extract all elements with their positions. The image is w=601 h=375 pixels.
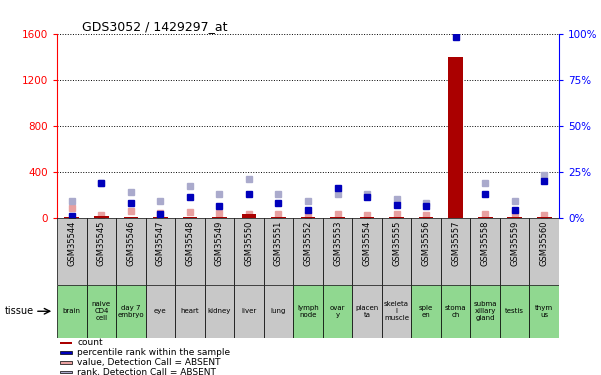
Text: GSM35548: GSM35548	[186, 221, 195, 266]
Text: GSM35544: GSM35544	[67, 221, 76, 266]
Bar	[205, 217, 234, 285]
Text: value, Detection Call = ABSENT: value, Detection Call = ABSENT	[77, 358, 221, 367]
Text: GSM35545: GSM35545	[97, 221, 106, 266]
Bar	[441, 285, 471, 338]
Bar	[323, 285, 352, 338]
Bar	[234, 217, 264, 285]
Bar	[529, 217, 559, 285]
Bar	[175, 217, 205, 285]
Text: eye: eye	[154, 308, 166, 314]
Text: stoma
ch: stoma ch	[445, 305, 466, 318]
Bar	[264, 285, 293, 338]
Bar	[471, 217, 500, 285]
Text: testis: testis	[505, 308, 524, 314]
Bar	[352, 217, 382, 285]
Text: GSM35553: GSM35553	[333, 221, 342, 266]
Bar	[205, 285, 234, 338]
Text: subma
xillary
gland: subma xillary gland	[474, 301, 497, 321]
Text: GSM35554: GSM35554	[362, 221, 371, 266]
Bar	[448, 57, 463, 217]
Bar	[87, 217, 116, 285]
Bar	[94, 216, 109, 217]
Text: naive
CD4
cell: naive CD4 cell	[92, 301, 111, 321]
Text: GSM35555: GSM35555	[392, 221, 401, 266]
Bar	[411, 217, 441, 285]
Bar	[411, 285, 441, 338]
Bar	[116, 285, 145, 338]
Text: heart: heart	[181, 308, 200, 314]
Text: ovar
y: ovar y	[330, 305, 346, 318]
Bar	[293, 217, 323, 285]
Text: GSM35557: GSM35557	[451, 221, 460, 266]
Bar	[234, 285, 264, 338]
Bar	[264, 217, 293, 285]
Text: GSM35549: GSM35549	[215, 221, 224, 266]
Text: tissue: tissue	[4, 306, 34, 316]
Text: placen
ta: placen ta	[355, 305, 379, 318]
Text: skeleta
l
muscle: skeleta l muscle	[384, 301, 409, 321]
Bar	[145, 217, 175, 285]
Bar	[59, 361, 72, 364]
Text: percentile rank within the sample: percentile rank within the sample	[77, 348, 230, 357]
Text: GSM35547: GSM35547	[156, 221, 165, 266]
Text: brain: brain	[63, 308, 81, 314]
Text: GSM35552: GSM35552	[304, 221, 313, 266]
Bar	[500, 285, 529, 338]
Text: liver: liver	[242, 308, 257, 314]
Text: GSM35559: GSM35559	[510, 221, 519, 266]
Text: GSM35558: GSM35558	[481, 221, 490, 266]
Text: rank, Detection Call = ABSENT: rank, Detection Call = ABSENT	[77, 368, 216, 375]
Text: GDS3052 / 1429297_at: GDS3052 / 1429297_at	[82, 20, 228, 33]
Bar	[293, 285, 323, 338]
Bar	[500, 217, 529, 285]
Bar	[59, 342, 72, 344]
Text: GSM35550: GSM35550	[245, 221, 254, 266]
Bar	[382, 285, 411, 338]
Bar	[59, 371, 72, 374]
Text: GSM35551: GSM35551	[274, 221, 283, 266]
Bar	[352, 285, 382, 338]
Bar	[87, 285, 116, 338]
Bar	[175, 285, 205, 338]
Text: lymph
node: lymph node	[297, 305, 319, 318]
Text: day 7
embryo: day 7 embryo	[118, 305, 144, 318]
Bar	[59, 351, 72, 354]
Text: GSM35560: GSM35560	[540, 221, 549, 266]
Text: kidney: kidney	[208, 308, 231, 314]
Bar	[57, 285, 87, 338]
Text: GSM35546: GSM35546	[126, 221, 135, 266]
Text: thym
us: thym us	[535, 305, 554, 318]
Text: count: count	[77, 338, 103, 347]
Bar	[441, 217, 471, 285]
Bar	[145, 285, 175, 338]
Bar	[471, 285, 500, 338]
Text: sple
en: sple en	[419, 305, 433, 318]
Bar	[323, 217, 352, 285]
Text: GSM35556: GSM35556	[421, 221, 430, 266]
Bar	[529, 285, 559, 338]
Bar	[57, 217, 87, 285]
Bar	[382, 217, 411, 285]
Bar	[116, 217, 145, 285]
Bar	[242, 214, 257, 217]
Text: lung: lung	[271, 308, 286, 314]
